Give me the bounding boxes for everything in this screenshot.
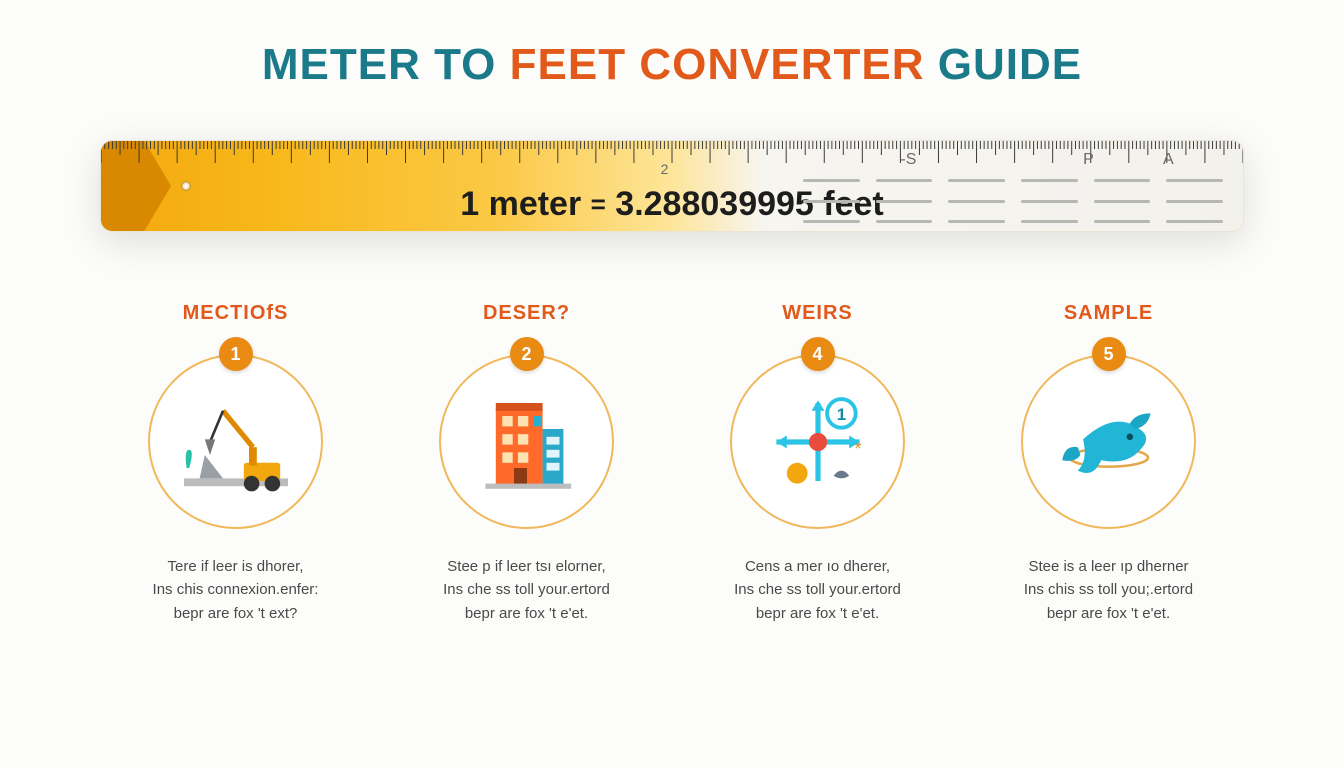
svg-text:*: * bbox=[854, 439, 861, 459]
step-item-weirs: WEIRS 4 1 * Cens a mer ıo dherer, Ins ch… bbox=[682, 302, 953, 625]
svg-text:1: 1 bbox=[836, 404, 845, 423]
step-circle: 1 * bbox=[730, 354, 905, 529]
title-word: METER bbox=[262, 40, 421, 89]
steps-row: MECTIOfS 1 Tere if leer is dhorer, Ins c… bbox=[100, 302, 1244, 625]
step-desc: Stee is a leer ıp dherner Ins chis ss to… bbox=[1024, 555, 1193, 625]
step-number-badge: 5 bbox=[1092, 337, 1126, 371]
ruler-tail-letter: A bbox=[1163, 151, 1174, 169]
title-word: TO bbox=[434, 40, 496, 89]
step-item-deser: DESER? 2 Stee p if leer tsı elorner, bbox=[391, 302, 662, 625]
step-circle bbox=[148, 354, 323, 529]
fish-icon bbox=[1044, 377, 1174, 507]
title-word: CONVERTER bbox=[639, 40, 924, 89]
construction-icon bbox=[171, 377, 301, 507]
step-item-sample: SAMPLE 5 Stee is a leer ıp dherner Ins c… bbox=[973, 302, 1244, 625]
step-number-badge: 4 bbox=[801, 337, 835, 371]
ruler-tail-dashes bbox=[803, 179, 1223, 223]
step-label: SAMPLE bbox=[1064, 302, 1153, 325]
equation-op: = bbox=[591, 189, 606, 219]
ruler-tail-letter: -S bbox=[900, 151, 916, 169]
building-icon bbox=[462, 377, 592, 507]
step-desc: Cens a mer ıo dherer, Ins che ss toll yo… bbox=[734, 555, 901, 625]
ruler-mid-label: 2 bbox=[661, 161, 669, 177]
title-word: FEET bbox=[510, 40, 626, 89]
ruler-graphic: 1 meter = 3.288039995 feet 2 -S P A bbox=[100, 140, 1244, 232]
ruler-ticks bbox=[101, 141, 1243, 171]
step-circle bbox=[439, 354, 614, 529]
step-label: WEIRS bbox=[782, 302, 853, 325]
step-number-badge: 1 bbox=[219, 337, 253, 371]
diagram-icon: 1 * bbox=[753, 377, 883, 507]
step-circle bbox=[1021, 354, 1196, 529]
step-label: DESER? bbox=[483, 302, 570, 325]
step-number-badge: 2 bbox=[510, 337, 544, 371]
step-desc: Tere if leer is dhorer, Ins chis connexi… bbox=[153, 555, 319, 625]
title-word: GUIDE bbox=[938, 40, 1082, 89]
page-title: METER TO FEET CONVERTER GUIDE bbox=[100, 40, 1244, 90]
equation-lhs: 1 meter bbox=[460, 185, 581, 223]
ruler-tail-letter: P bbox=[1083, 151, 1094, 169]
step-label: MECTIOfS bbox=[183, 302, 289, 325]
step-desc: Stee p if leer tsı elorner, Ins che ss t… bbox=[443, 555, 610, 625]
step-item-mectios: MECTIOfS 1 Tere if leer is dhorer, Ins c… bbox=[100, 302, 371, 625]
